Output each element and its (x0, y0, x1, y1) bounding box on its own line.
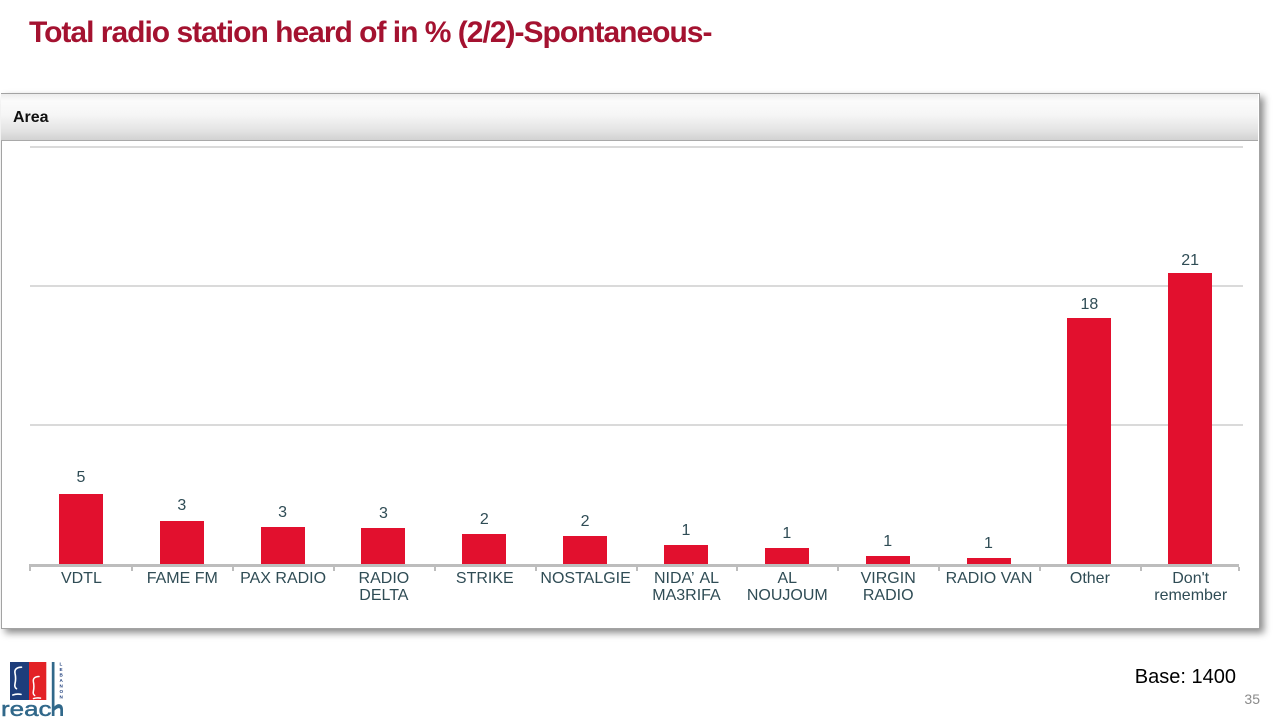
svg-text:N: N (60, 695, 64, 700)
svg-text:L: L (60, 662, 63, 667)
svg-text:O: O (60, 689, 64, 694)
svg-text:N: N (60, 684, 64, 689)
svg-text:A: A (60, 678, 64, 683)
svg-text:E: E (60, 667, 63, 672)
svg-text:B: B (60, 673, 64, 678)
svg-text:reac: reac (1, 699, 52, 720)
